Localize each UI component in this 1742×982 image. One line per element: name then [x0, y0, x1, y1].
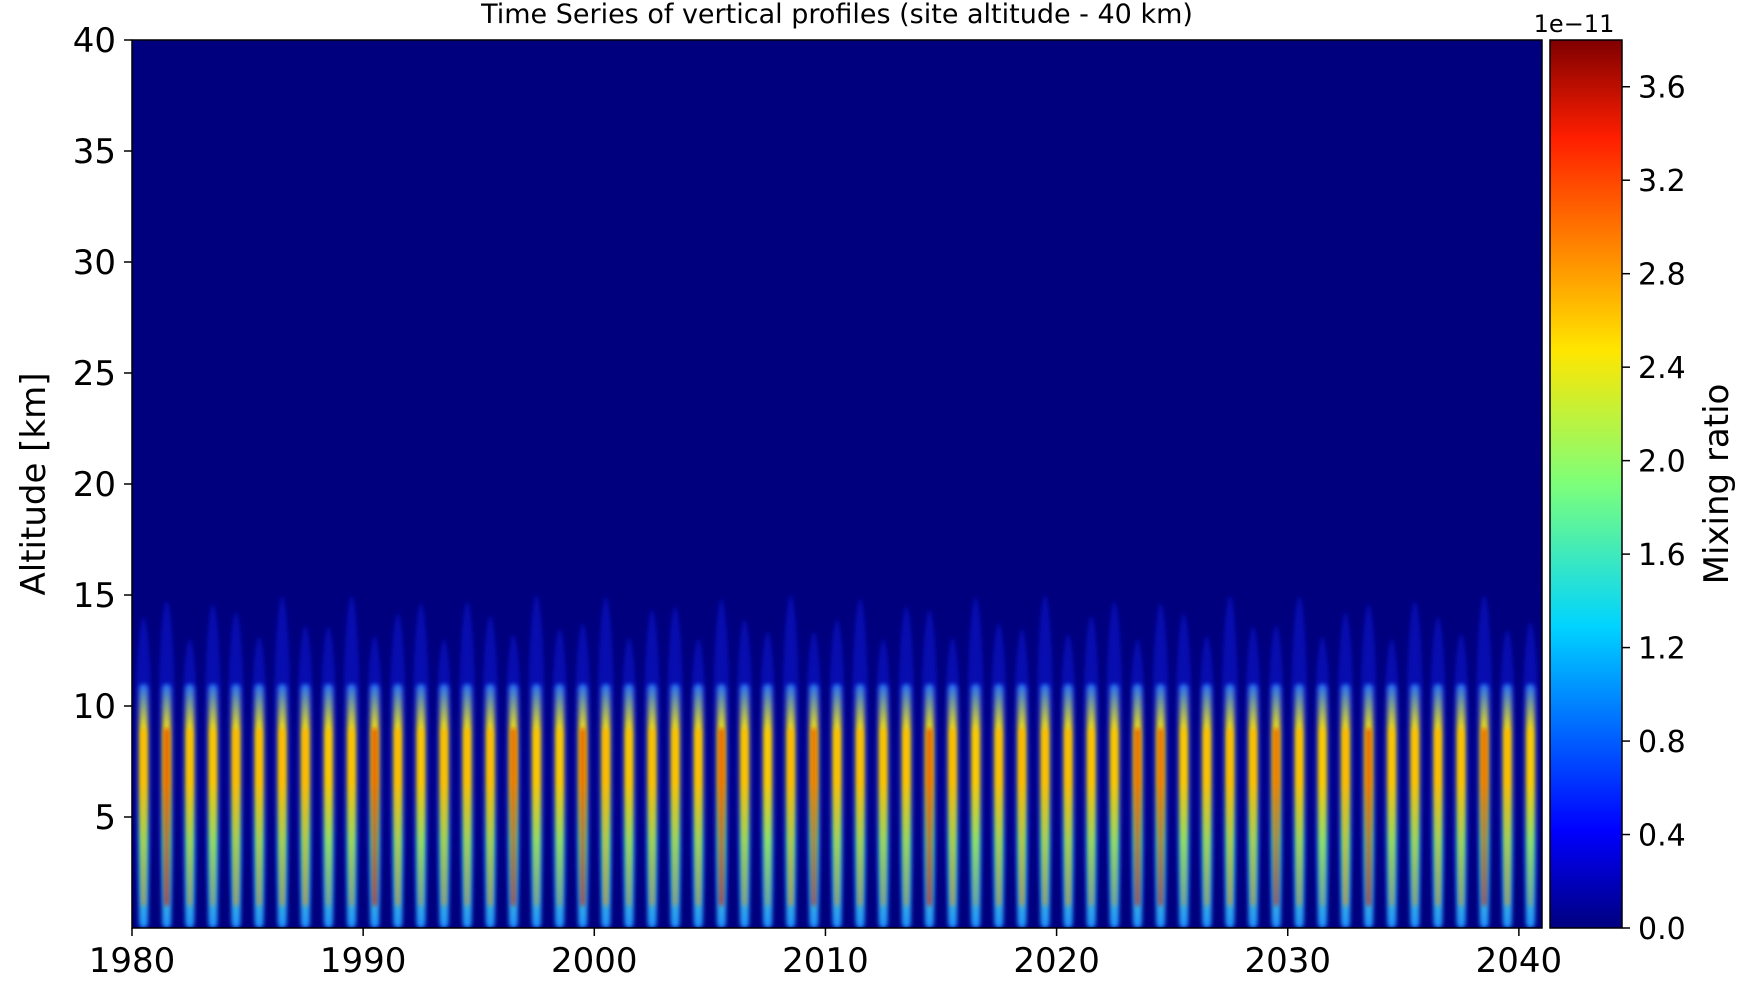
x-tick-label: 1980	[89, 941, 176, 981]
plume-peak	[1320, 728, 1325, 906]
plume-peak	[1435, 728, 1440, 906]
colorbar-tick-label: 0.0	[1638, 912, 1686, 947]
plume-peak	[1089, 728, 1094, 906]
plume-peak	[1389, 728, 1394, 906]
y-tick-label: 15	[73, 576, 116, 616]
plume-peak	[326, 728, 331, 906]
plume-peak	[418, 728, 423, 906]
plume-peak	[1181, 728, 1186, 906]
plume-peak	[603, 728, 608, 906]
colorbar-tick-label: 0.8	[1638, 725, 1686, 760]
plume-peak	[835, 728, 839, 906]
plume-peak	[1528, 728, 1533, 906]
plume-peak	[349, 728, 354, 906]
plume-peak	[1112, 728, 1117, 906]
colorbar-tick-label: 2.8	[1638, 258, 1686, 293]
plume-peak	[742, 728, 747, 906]
plume-peak	[650, 728, 655, 906]
plume-peak	[1274, 728, 1279, 906]
plume-peak	[673, 728, 678, 906]
x-axis: 1980 1990 2000 2010 2020 2030 2040	[89, 928, 1562, 981]
plume-peak	[465, 728, 470, 906]
plume-peak	[580, 728, 585, 906]
y-axis: 5 10 15 20 25 30 35 40	[73, 21, 132, 838]
plume-peak	[1158, 728, 1163, 906]
plume-peak	[904, 728, 909, 906]
colorbar-tick-label: 0.4	[1638, 819, 1686, 854]
colorbar-tick-label: 2.0	[1638, 445, 1686, 480]
x-tick-label: 2000	[551, 941, 638, 981]
y-tick-label: 25	[73, 354, 116, 394]
plume-peak	[557, 728, 562, 906]
plume-peak	[234, 728, 239, 906]
colorbar: 0.0 0.4 0.8 1.2 1.6 2.0 2.4 2.8 3.2 3.6	[1549, 39, 1686, 947]
plume-peak	[1019, 728, 1024, 906]
plume-peak	[210, 728, 215, 906]
plume-peak	[1251, 728, 1256, 906]
y-tick-label: 30	[73, 243, 116, 283]
y-tick-label: 35	[73, 132, 116, 172]
plume-peak	[996, 728, 1001, 906]
x-tick-label: 2030	[1244, 941, 1331, 981]
plume-peak	[626, 728, 631, 906]
plume-peak	[1227, 728, 1232, 906]
colorbar-gradient	[1549, 39, 1623, 929]
plume-peak	[788, 728, 793, 906]
plume-peak	[1204, 728, 1209, 906]
plume-peak	[811, 728, 816, 906]
colorbar-label: Mixing ratio	[1697, 384, 1737, 585]
plume-peak	[1412, 728, 1417, 906]
x-tick-label: 1990	[320, 941, 407, 981]
y-tick-label: 5	[94, 798, 116, 838]
plume-peak	[303, 728, 308, 906]
plume-peak	[442, 728, 447, 906]
y-axis-label: Altitude [km]	[14, 372, 54, 595]
plume-peak	[280, 728, 285, 906]
plume-peak	[1135, 728, 1140, 906]
plume-peak	[141, 728, 146, 906]
plume-peak	[1043, 728, 1048, 906]
y-tick-label: 20	[73, 465, 116, 505]
x-tick-label: 2010	[782, 941, 869, 981]
colorbar-offset-text: 1e−11	[1534, 10, 1615, 38]
plume-peak	[881, 728, 886, 906]
colorbar-tick-label: 3.2	[1638, 164, 1686, 199]
x-tick-label: 2020	[1013, 941, 1100, 981]
plume-peak	[1459, 728, 1464, 906]
x-tick-label: 2040	[1476, 941, 1563, 981]
plume-peak	[973, 728, 978, 906]
plume-peak	[1482, 728, 1487, 906]
plume-peak	[927, 728, 932, 906]
plume-peak	[164, 728, 169, 906]
plume-peak	[488, 728, 493, 906]
plume-peak	[257, 728, 262, 906]
plume-peak	[950, 728, 955, 906]
colorbar-tick-label: 2.4	[1638, 351, 1686, 386]
plume-peak	[1066, 728, 1071, 906]
colorbar-tick-label: 1.6	[1638, 538, 1686, 573]
colorbar-tick-label: 1.2	[1638, 632, 1686, 667]
plume-peak	[1505, 728, 1510, 906]
plume-peak	[372, 728, 377, 906]
plume-peak	[534, 728, 539, 906]
plume-peak	[187, 728, 192, 906]
plume-peak	[765, 728, 770, 906]
chart-title: Time Series of vertical profiles (site a…	[480, 0, 1193, 30]
plume-peak	[1366, 728, 1371, 906]
colorbar-tick-label: 3.6	[1638, 71, 1686, 106]
plume-peak	[1343, 728, 1348, 906]
plume-peak	[511, 728, 516, 906]
plume-peak	[719, 728, 724, 906]
plume-peak	[1297, 728, 1302, 906]
plume-peak	[696, 728, 701, 906]
y-tick-label: 40	[73, 21, 116, 61]
y-tick-label: 10	[73, 687, 116, 727]
plume-peak	[395, 728, 400, 906]
plume-peak	[858, 728, 863, 906]
